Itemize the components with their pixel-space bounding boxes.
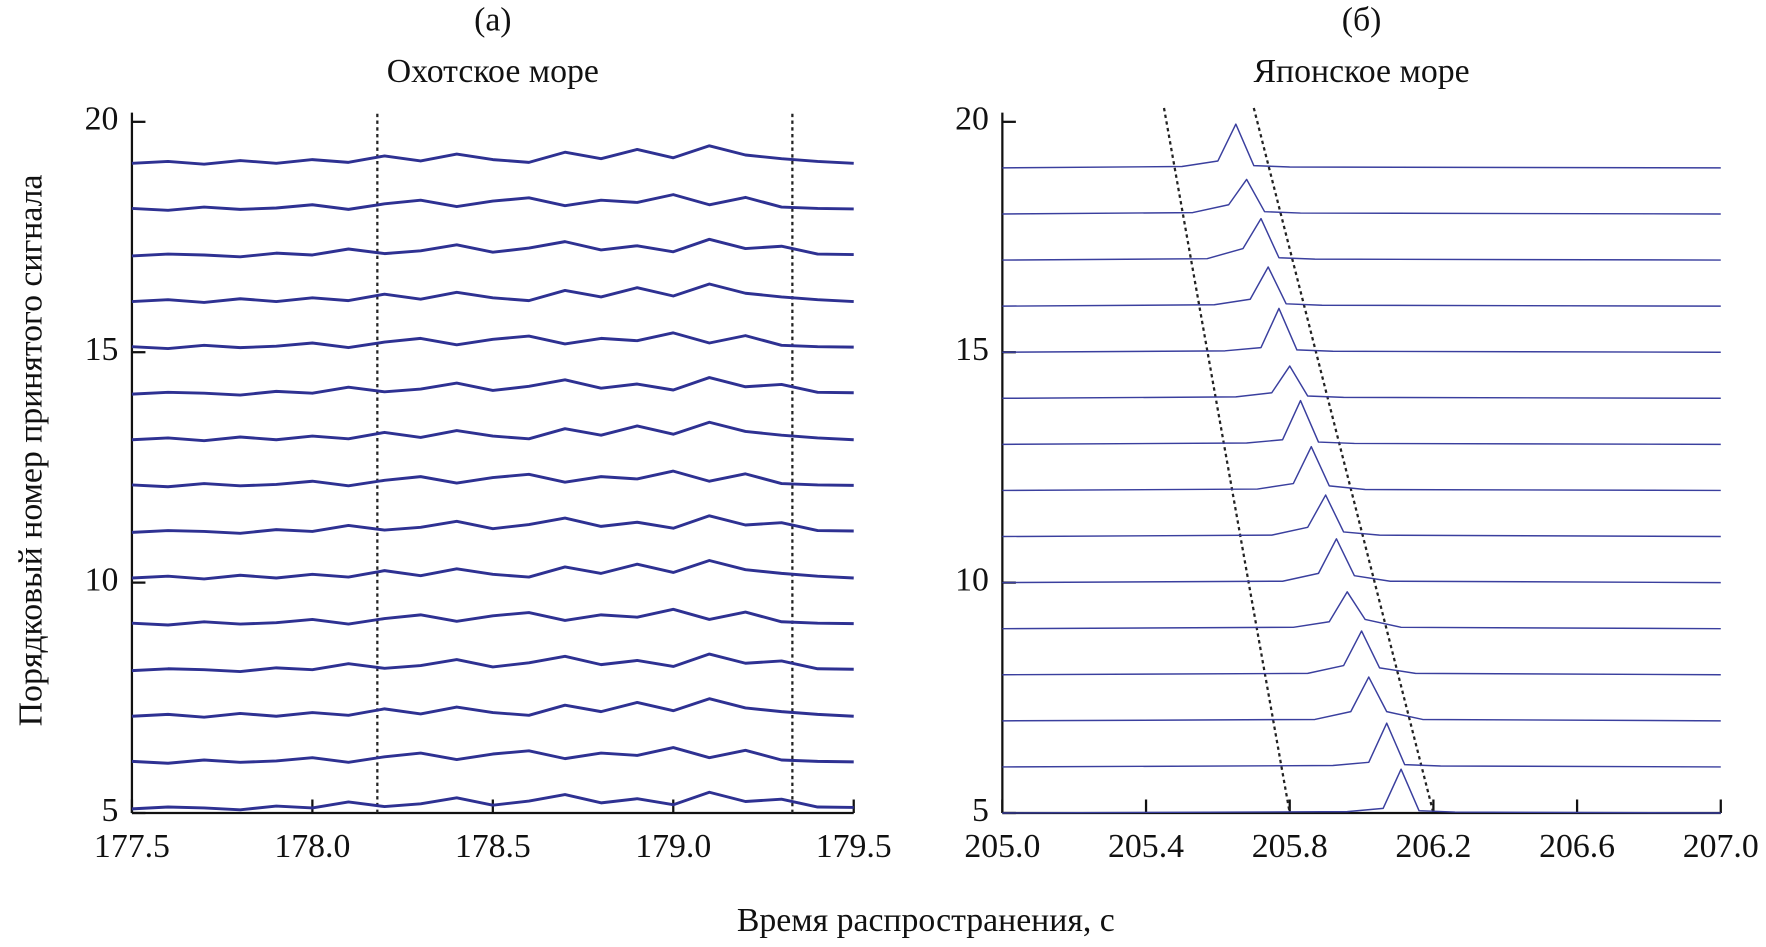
signal-trace — [1002, 217, 1721, 261]
signal-trace — [131, 469, 854, 489]
signal-trace — [1002, 494, 1721, 538]
y-tick-label: 5 — [102, 792, 119, 829]
signal-trace — [131, 652, 854, 674]
signal-trace — [1002, 123, 1721, 169]
signal-trace — [1002, 266, 1721, 307]
signal-trace — [131, 193, 854, 212]
signal-trace — [131, 331, 854, 350]
signal-trace — [1002, 630, 1721, 676]
signal-trace — [131, 237, 854, 259]
y-axis-label: Порядковый номер принятого сигнала — [13, 175, 50, 727]
panel-label: (a) — [474, 1, 511, 38]
y-tick-label: 10 — [955, 561, 989, 598]
x-tick-label: 206.6 — [1539, 828, 1615, 865]
signal-trace — [1002, 445, 1721, 492]
panel-label: (б) — [1342, 1, 1382, 38]
y-tick-label: 5 — [972, 792, 989, 829]
signal-trace — [1002, 307, 1721, 353]
y-tick-label: 20 — [955, 101, 989, 138]
signal-trace — [1002, 722, 1721, 768]
y-tick-label: 10 — [85, 561, 119, 598]
y-tick-label: 20 — [85, 101, 119, 138]
signal-trace — [131, 420, 854, 443]
signal-trace — [131, 746, 854, 765]
x-tick-label: 205.4 — [1108, 828, 1184, 865]
x-tick-label: 178.5 — [455, 828, 531, 865]
panel-title: Японское море — [1254, 53, 1470, 90]
signal-trace — [1002, 365, 1721, 400]
y-tick-label: 15 — [85, 331, 119, 368]
signal-trace — [131, 514, 854, 535]
signal-trace — [131, 376, 854, 397]
panel-title: Охотское море — [387, 53, 599, 90]
signal-trace — [131, 697, 854, 719]
signal-trace — [1002, 538, 1721, 584]
x-tick-label: 177.5 — [94, 828, 170, 865]
x-axis-label: Время распространения, с — [737, 902, 1115, 939]
signal-trace — [131, 790, 854, 812]
x-tick-label: 207.0 — [1683, 828, 1759, 865]
signal-trace — [131, 607, 854, 627]
signal-trace — [131, 559, 854, 581]
signal-trace — [1002, 399, 1721, 446]
signal-trace — [1002, 178, 1721, 215]
y-tick-label: 15 — [955, 331, 989, 368]
signal-trace — [1002, 768, 1721, 814]
signal-trace — [1002, 676, 1721, 722]
x-tick-label: 205.8 — [1252, 828, 1328, 865]
x-tick-label: 206.2 — [1395, 828, 1471, 865]
signal-trace — [131, 144, 854, 166]
x-tick-label: 179.5 — [816, 828, 892, 865]
guide-line — [1162, 107, 1291, 814]
signal-trace — [131, 282, 854, 304]
x-tick-label: 205.0 — [964, 828, 1040, 865]
signal-trace — [1002, 591, 1721, 630]
x-tick-label: 178.0 — [274, 828, 350, 865]
x-tick-label: 179.0 — [635, 828, 711, 865]
